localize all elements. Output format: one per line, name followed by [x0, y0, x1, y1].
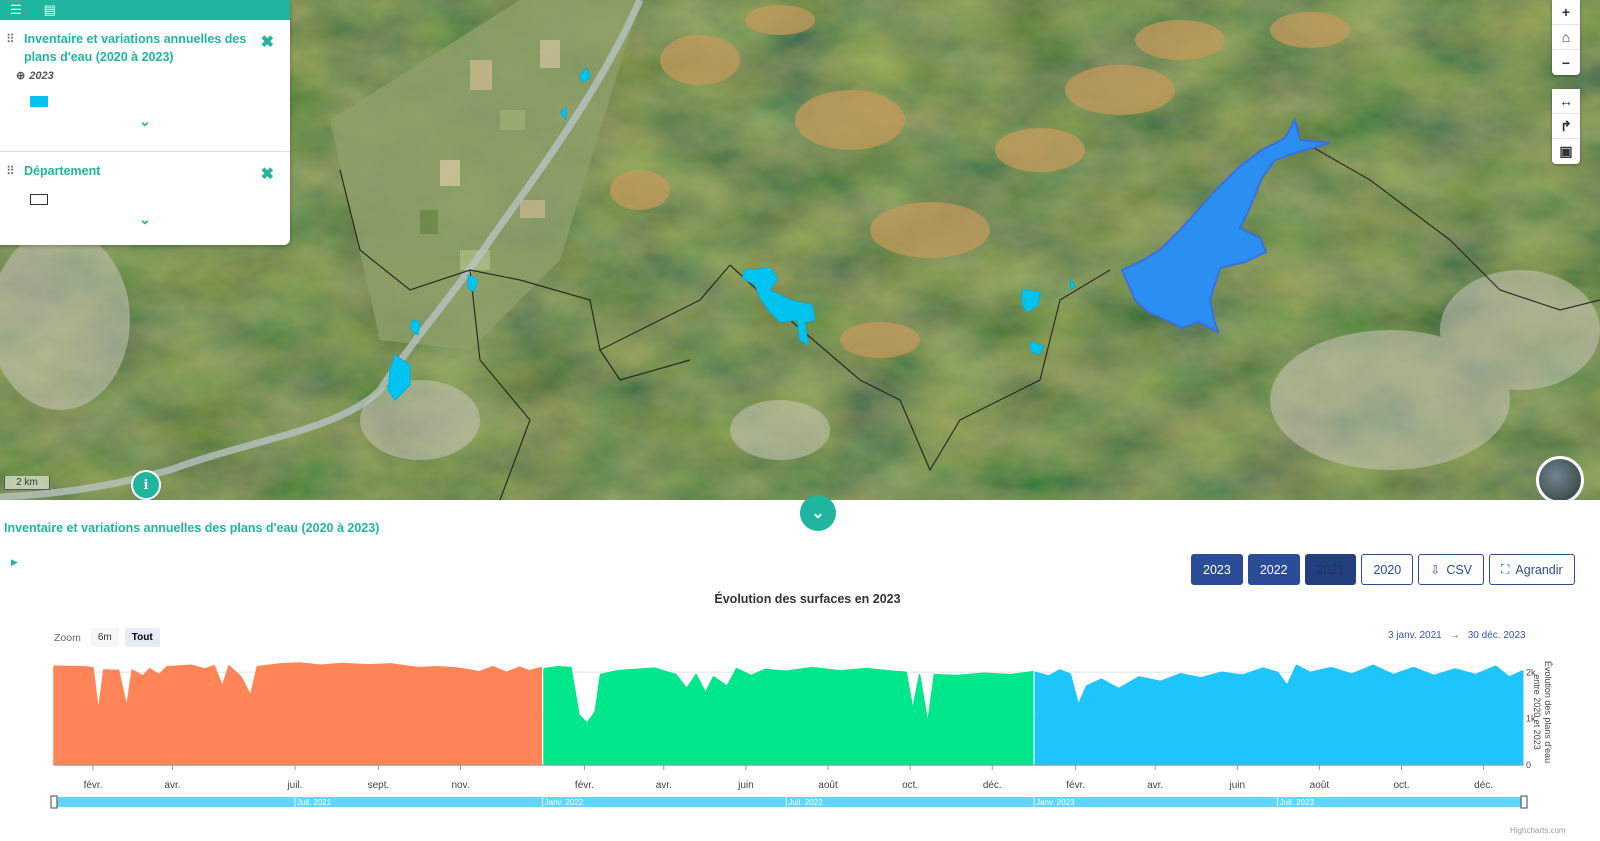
bottom-panel-title: Inventaire et variations annuelles des p…	[4, 521, 380, 535]
date-from-input[interactable]: 3 janv. 2021	[1388, 630, 1442, 641]
range-selector: Zoom 6m Tout	[54, 628, 160, 647]
x-tick-label: déc.	[983, 780, 1002, 791]
date-arrow: →	[1449, 630, 1460, 641]
fullscreen-icon: ⛶	[1501, 562, 1510, 576]
remove-layer-icon[interactable]: ✖	[260, 34, 274, 51]
x-tick-label: oct.	[902, 780, 918, 791]
zoom-6m-button[interactable]: 6m	[90, 628, 119, 647]
remove-layer-icon[interactable]: ✖	[260, 166, 274, 183]
expand-button[interactable]: ⛶ Agrandir	[1489, 554, 1575, 585]
share-icon[interactable]: ↱	[1552, 114, 1580, 139]
x-tick-label: févr.	[575, 780, 594, 791]
x-axis: févr. avr. juil. sept. nov. févr. avr. juin août…	[54, 764, 1524, 791]
year-button-2020[interactable]: 2020	[1361, 554, 1414, 585]
chevron-down-icon[interactable]: ⌄	[139, 211, 151, 227]
area-series-2023[interactable]	[1034, 664, 1524, 766]
navigator-label: Juil. 2023	[1280, 798, 1315, 807]
expand-label: Agrandir	[1515, 562, 1563, 577]
collapse-panel-button[interactable]: ⌄	[800, 495, 836, 531]
chart-series	[53, 662, 1524, 766]
tool-controls: ↔ ↱ ▣	[1552, 89, 1580, 164]
drag-handle-icon[interactable]: ⠿	[6, 164, 15, 178]
navigator-label: Janv. 2022	[545, 798, 584, 807]
zoom-all-button[interactable]: Tout	[124, 628, 160, 647]
layer-item-plans-eau: ⠿ Inventaire et variations annuelles des…	[0, 20, 290, 151]
chart-title: Évolution des surfaces en 2023	[714, 592, 901, 606]
globe-icon: ⊕	[16, 70, 26, 82]
map-controls: + ⌂ − ↔ ↱ ▣	[1552, 0, 1580, 178]
legend-swatch-department	[30, 194, 48, 205]
image-icon[interactable]: ▣	[1559, 143, 1573, 159]
drag-handle-icon[interactable]: ⠿	[6, 32, 15, 46]
legend-swatch-water	[30, 96, 48, 107]
zoom-in-icon[interactable]: +	[1552, 0, 1580, 25]
navigator-handle-right[interactable]	[1520, 795, 1528, 809]
satellite-map[interactable]: 2 km i + ⌂ − ↔ ↱ ▣ ☰ ▤ ⠿ Inventair	[0, 0, 1600, 500]
zoom-controls: + ⌂ −	[1552, 0, 1580, 75]
x-tick-label: sept.	[368, 780, 390, 791]
layer-year: ⊕ 2023	[16, 69, 278, 83]
home-icon[interactable]: ⌂	[1552, 25, 1580, 50]
navigator-handle-left[interactable]	[50, 795, 58, 809]
chart-credits: Highcharts.com	[1510, 826, 1566, 835]
csv-button[interactable]: ⇩ CSV	[1418, 554, 1485, 585]
list-icon[interactable]: ☰	[10, 2, 22, 17]
area-series-2021[interactable]	[53, 662, 543, 766]
x-tick-label: août	[1310, 780, 1330, 791]
y-tick-label: 0	[1526, 760, 1531, 770]
navigator-label: Juil. 2022	[788, 798, 823, 807]
year-button-2021[interactable]: 2021	[1304, 554, 1357, 585]
date-range: 3 janv. 2021 → 30 déc. 2023	[1388, 630, 1526, 641]
x-tick-label: juin	[737, 780, 754, 791]
overview-map-button[interactable]	[1536, 456, 1584, 500]
navigator[interactable]: Juil. 2021 Janv. 2022 Juil. 2022 Janv. 2023…	[50, 795, 1528, 809]
scale-bar: 2 km	[4, 476, 50, 490]
y-axis-title-line: Évolution des plans d'eau	[1543, 661, 1553, 763]
navigator-label: Janv. 2023	[1036, 798, 1075, 807]
chart-toolbar: 2023 2022 2021 2020 ⇩ CSV ⛶ Agrandir	[1191, 554, 1575, 585]
year-button-2023[interactable]: 2023	[1191, 554, 1243, 585]
navigator-label: Juil. 2021	[297, 798, 332, 807]
layer-title: Département	[24, 164, 101, 178]
navigator-track[interactable]	[54, 797, 1524, 807]
x-tick-label: juin	[1228, 780, 1245, 791]
zoom-out-icon[interactable]: −	[1561, 54, 1571, 71]
zoom-label: Zoom	[54, 631, 81, 644]
x-tick-label: oct.	[1393, 780, 1409, 791]
area-chart[interactable]: févr. avr. juil. sept. nov. févr. avr. juin août…	[0, 655, 1600, 827]
x-tick-label: avr.	[1147, 780, 1163, 791]
x-tick-label: déc.	[1474, 780, 1493, 791]
x-tick-label: avr.	[656, 780, 672, 791]
info-button[interactable]: i	[131, 470, 161, 500]
x-tick-label: févr.	[1066, 780, 1085, 791]
table-icon[interactable]: ▤	[43, 2, 56, 17]
csv-label: CSV	[1446, 562, 1473, 577]
download-icon: ⇩	[1430, 562, 1441, 577]
y-axis-title-line: entre 2020 et 2023	[1532, 674, 1542, 750]
layer-year-label: 2023	[29, 69, 54, 82]
layer-panel-toolbar: ☰ ▤	[0, 0, 290, 20]
y-tick-label: 2k	[1526, 667, 1536, 677]
y-axis-title: Évolution des plans d'eauentre 2020 et 2…	[1532, 661, 1553, 763]
x-tick-label: août	[818, 780, 838, 791]
x-tick-label: nov.	[451, 780, 469, 791]
date-to-input[interactable]: 30 déc. 2023	[1467, 630, 1526, 641]
layer-title: Inventaire et variations annuelles des p…	[24, 32, 247, 64]
layer-panel: ☰ ▤ ⠿ Inventaire et variations annuelles…	[0, 0, 290, 245]
area-series-2022[interactable]	[543, 665, 1034, 766]
x-tick-label: avr.	[164, 780, 180, 791]
x-tick-label: juil.	[286, 780, 302, 791]
y-tick-label: 1k	[1526, 714, 1536, 724]
expand-caret-icon[interactable]: ▶	[11, 557, 18, 567]
x-tick-label: févr.	[84, 780, 103, 791]
year-button-2022[interactable]: 2022	[1247, 554, 1300, 585]
layer-item-departement: ⠿ Département ✖ ⌄	[0, 151, 290, 234]
measure-icon[interactable]: ↔	[1552, 89, 1580, 114]
chevron-down-icon[interactable]: ⌄	[139, 113, 151, 129]
